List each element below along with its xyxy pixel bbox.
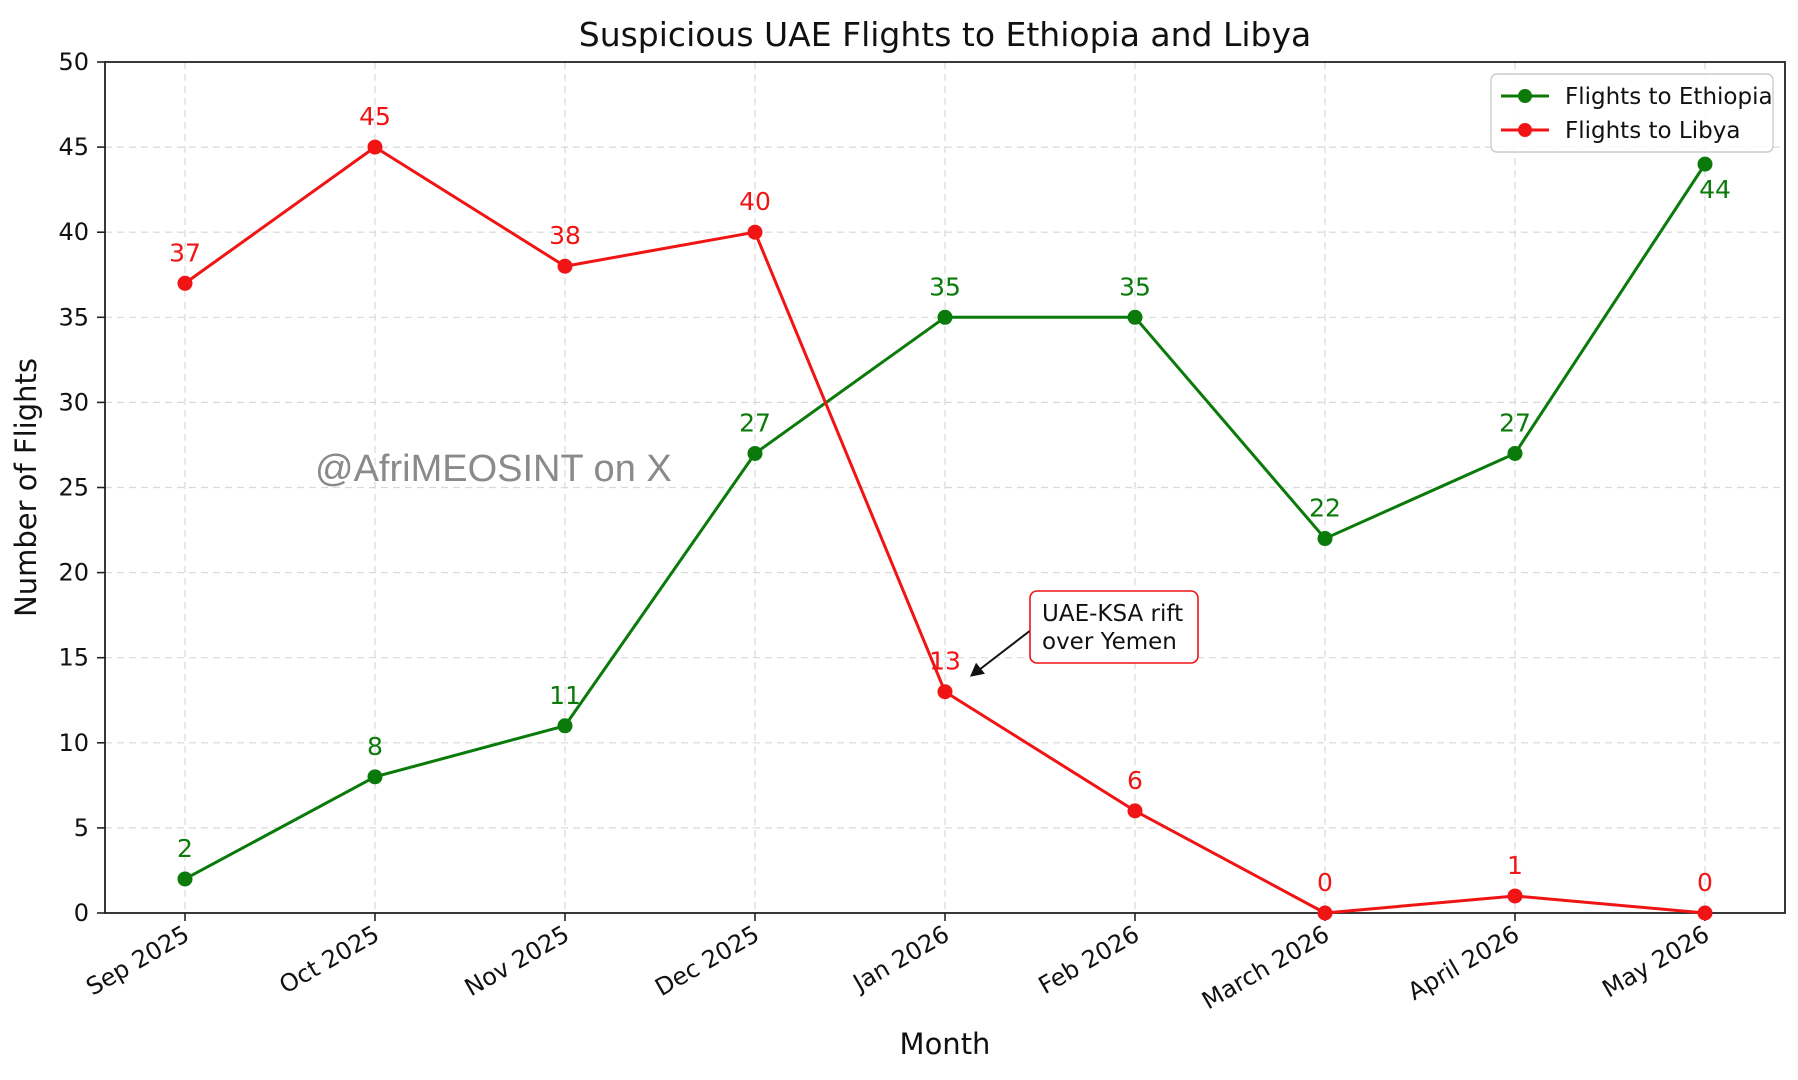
x-tick-label: May 2026 [1598, 920, 1714, 1003]
legend-box [1490, 73, 1774, 153]
data-point [1697, 156, 1713, 172]
annotation-box [1029, 590, 1199, 664]
data-point [1507, 445, 1523, 461]
series-layer: 2 8 11 27 35 35 22 27 44 37 45 38 40 13 6 0 1 0 [169, 102, 1731, 921]
y-tick-label: 35 [58, 303, 89, 331]
data-point [367, 139, 383, 155]
series-ethiopia: 2 8 11 27 35 35 22 27 44 [177, 156, 1731, 887]
data-point [1317, 905, 1333, 921]
data-label: 38 [549, 221, 581, 250]
data-label: 27 [1499, 408, 1531, 437]
x-tick-label: Dec 2025 [650, 920, 764, 1002]
data-point [937, 684, 953, 700]
chart-title: Suspicious UAE Flights to Ethiopia and L… [579, 15, 1311, 54]
y-tick-label: 0 [74, 899, 89, 927]
data-point [1697, 905, 1713, 921]
data-point [557, 258, 573, 274]
x-tick-label: Oct 2025 [275, 920, 384, 999]
data-point [1127, 803, 1143, 819]
y-tick-label: 25 [58, 474, 89, 502]
watermark: @AfriMEOSINT on X [315, 448, 672, 490]
y-tick-label: 20 [58, 559, 89, 587]
data-point [557, 718, 573, 734]
y-tick-label: 30 [58, 388, 89, 416]
y-tick-label: 15 [58, 644, 89, 672]
y-tick-label: 5 [74, 814, 89, 842]
legend: Flights to Ethiopia Flights to Libya [1490, 73, 1774, 153]
data-label: 0 [1317, 868, 1333, 897]
y-tick-label: 45 [58, 133, 89, 161]
data-label: 8 [367, 732, 383, 761]
data-label: 2 [177, 834, 193, 863]
series-libya: 37 45 38 40 13 6 0 1 0 [169, 102, 1713, 921]
legend-marker [1518, 89, 1532, 103]
data-point [1127, 309, 1143, 325]
data-point [747, 445, 763, 461]
data-label: 45 [359, 102, 391, 131]
data-label: 37 [169, 238, 201, 267]
data-point [177, 871, 193, 887]
x-tick-label: Nov 2025 [460, 920, 574, 1002]
x-tick-label: Feb 2026 [1034, 920, 1144, 1000]
data-label: 0 [1697, 868, 1713, 897]
data-label: 35 [1119, 272, 1151, 301]
data-label: 44 [1699, 175, 1731, 204]
data-label: 27 [739, 408, 771, 437]
data-label: 35 [929, 272, 961, 301]
legend-label: Flights to Libya [1565, 118, 1740, 144]
y-axis-label: Number of Flights [9, 358, 43, 617]
x-tick-label: March 2026 [1197, 920, 1334, 1015]
x-tick-label: Jan 2026 [847, 920, 954, 998]
data-label: 6 [1127, 766, 1143, 795]
x-tick-label: April 2026 [1403, 920, 1524, 1006]
annotation-text: over Yemen [1042, 629, 1177, 655]
legend-marker [1518, 123, 1532, 137]
data-point [1317, 531, 1333, 547]
data-point [1507, 888, 1523, 904]
data-point [367, 769, 383, 785]
legend-label: Flights to Ethiopia [1565, 84, 1773, 110]
x-axis-label: Month [900, 1027, 991, 1061]
y-tick-label: 40 [58, 218, 89, 246]
data-point [747, 224, 763, 240]
data-label: 11 [549, 681, 581, 710]
data-label: 22 [1309, 494, 1341, 523]
x-tick-label: Sep 2025 [81, 920, 194, 1001]
data-point [177, 275, 193, 291]
data-label: 13 [929, 647, 961, 676]
y-tick-label: 10 [58, 729, 89, 757]
annotation-text: UAE-KSA rift [1042, 601, 1183, 627]
y-tick-label: 50 [58, 48, 89, 76]
data-label: 1 [1507, 851, 1523, 880]
data-label: 40 [739, 187, 771, 216]
annotation-arrow-shaft [977, 629, 1031, 672]
annotation-arrow-head [970, 662, 985, 677]
data-point [937, 309, 953, 325]
